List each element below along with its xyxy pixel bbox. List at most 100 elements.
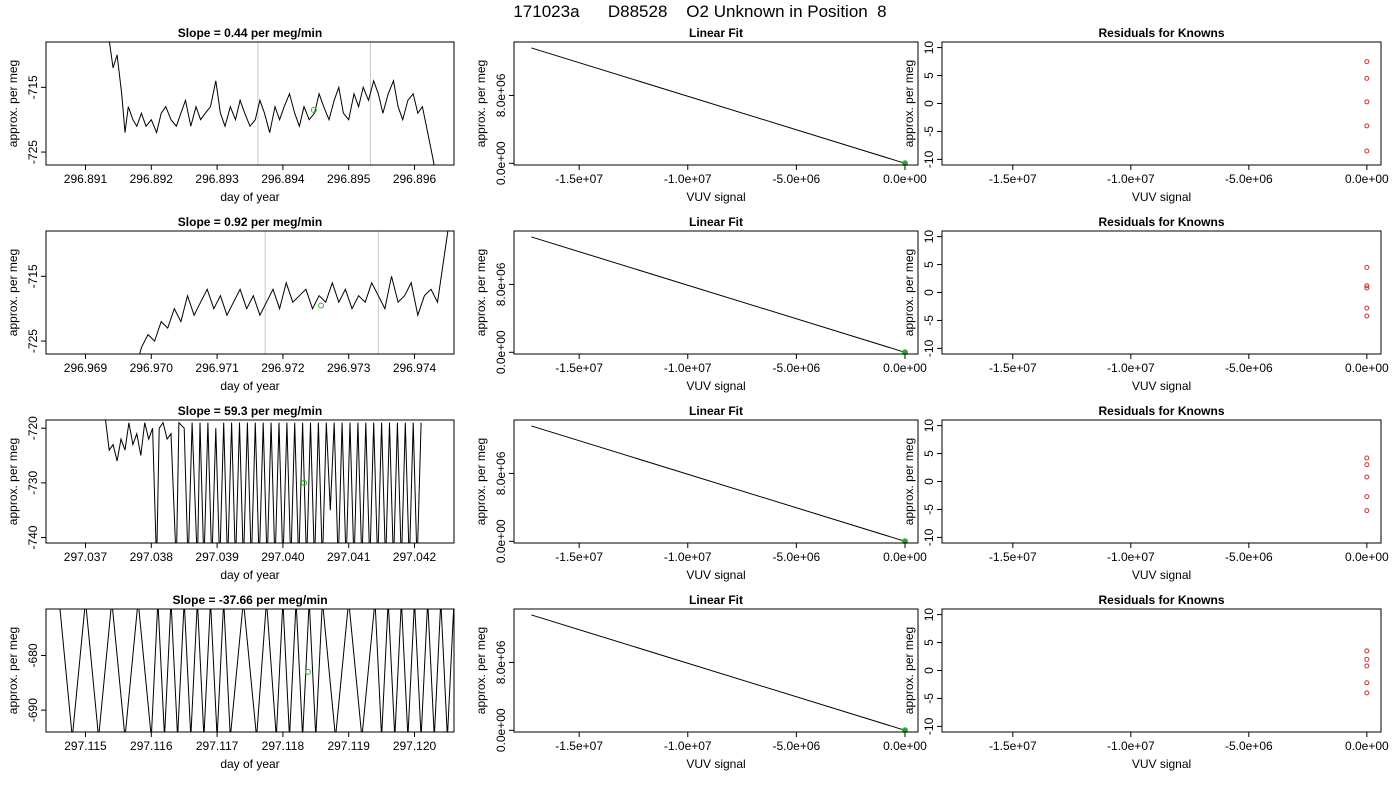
x-tick-label: -1.5e+07 — [989, 550, 1037, 564]
y-tick-label: -5 — [922, 126, 936, 137]
y-tick-label: 10 — [922, 608, 936, 622]
y-axis-label: approx. per meg — [902, 438, 916, 525]
x-tick-label: 297.040 — [261, 550, 305, 564]
plot-frame — [45, 230, 455, 355]
plot-panel-7: Slope = 59.3 per meg/min 297.037 297.038 29… — [6, 404, 455, 582]
y-tick-label: -740 — [26, 525, 40, 549]
data-series-line — [59, 609, 454, 732]
y-tick-label: 10 — [922, 419, 936, 433]
x-tick-label: -1.5e+07 — [555, 172, 603, 186]
y-tick-label: -730 — [26, 471, 40, 495]
y-tick-label: -10 — [922, 528, 936, 546]
y-tick-label: 0 — [922, 289, 936, 296]
plot-title: Linear Fit — [689, 404, 743, 418]
x-tick-label: 296.969 — [64, 361, 108, 375]
data-series-line — [108, 42, 435, 165]
residual-point — [1364, 494, 1370, 500]
plot-frame — [513, 41, 919, 166]
unknown-point-marker — [318, 302, 325, 309]
plot-frame — [941, 230, 1382, 355]
y-tick-label: -5 — [922, 693, 936, 704]
y-axis-label: approx. per meg — [474, 249, 488, 336]
residual-point — [1364, 648, 1370, 654]
x-tick-label: -5.0e+06 — [1225, 172, 1273, 186]
x-tick-label: 296.892 — [130, 172, 174, 186]
y-tick-label: -715 — [26, 75, 40, 99]
x-tick-label: 297.117 — [196, 739, 239, 753]
y-tick-label: 8.0e+06 — [494, 640, 508, 684]
residual-point — [1364, 59, 1370, 65]
plot-frame — [513, 608, 919, 733]
residual-point — [1364, 283, 1370, 289]
x-tick-label: -5.0e+06 — [773, 739, 821, 753]
plot-panel-8: Linear Fit -1.5e+07 -1.0e+07 -5.0e+06 0.0e+0… — [474, 404, 927, 582]
y-tick-label: 0.0e+00 — [494, 708, 508, 752]
residual-point — [1364, 462, 1370, 468]
x-tick-label: 0.0e+00 — [883, 361, 927, 375]
fit-line — [531, 425, 906, 542]
fit-line — [531, 236, 906, 353]
y-axis-label: approx. per meg — [6, 249, 20, 336]
x-tick-label: 297.038 — [130, 550, 174, 564]
x-axis-label: day of year — [220, 190, 279, 204]
x-tick-label: 296.971 — [195, 361, 239, 375]
residual-point — [1364, 75, 1370, 81]
plot-title: Linear Fit — [689, 26, 743, 40]
plot-title: Linear Fit — [689, 593, 743, 607]
x-tick-label: -5.0e+06 — [1225, 550, 1273, 564]
y-tick-label: 10 — [922, 41, 936, 55]
residual-point — [1364, 123, 1370, 129]
x-tick-label: 0.0e+00 — [1345, 361, 1389, 375]
x-tick-label: 297.120 — [393, 739, 437, 753]
x-axis-label: VUV signal — [1132, 190, 1191, 204]
y-axis-label: approx. per meg — [6, 627, 20, 714]
residual-point — [1364, 313, 1370, 319]
x-tick-label: -1.0e+07 — [1107, 172, 1155, 186]
x-tick-label: -5.0e+06 — [773, 550, 821, 564]
y-tick-label: 0 — [922, 667, 936, 674]
y-tick-label: -5 — [922, 504, 936, 515]
y-tick-label: -720 — [26, 416, 40, 440]
y-tick-label: -10 — [922, 717, 936, 735]
plot-title: Residuals for Knowns — [1098, 215, 1224, 229]
y-tick-label: -10 — [922, 339, 936, 357]
plot-frame — [513, 230, 919, 355]
y-axis-label: approx. per meg — [6, 438, 20, 525]
y-tick-label: -725 — [26, 140, 40, 164]
y-tick-label: -715 — [26, 264, 40, 288]
x-axis-label: VUV signal — [686, 568, 745, 582]
x-tick-label: -1.5e+07 — [989, 739, 1037, 753]
y-tick-label: 0.0e+00 — [494, 141, 508, 185]
y-axis-label: approx. per meg — [474, 438, 488, 525]
y-tick-label: 0 — [922, 100, 936, 107]
y-axis-label: approx. per meg — [6, 60, 20, 147]
plot-panel-12: Residuals for Knowns -1.5e+07 -1.0e+07 -5.0… — [902, 593, 1389, 771]
plot-title: Residuals for Knowns — [1098, 26, 1224, 40]
unknown-point-marker — [300, 479, 307, 486]
y-axis-label: approx. per meg — [902, 627, 916, 714]
x-tick-label: 297.037 — [64, 550, 108, 564]
plot-title: Slope = 0.92 per meg/min — [178, 215, 322, 229]
y-axis-label: approx. per meg — [474, 60, 488, 147]
y-tick-label: -5 — [922, 315, 936, 326]
residual-point — [1364, 690, 1370, 696]
x-tick-label: 296.970 — [130, 361, 174, 375]
y-tick-label: 8.0e+06 — [494, 73, 508, 117]
residual-point — [1364, 148, 1370, 154]
residual-point — [1364, 264, 1370, 270]
x-tick-label: -1.0e+07 — [664, 361, 712, 375]
residual-point — [1364, 508, 1370, 514]
plot-panel-2: Linear Fit -1.5e+07 -1.0e+07 -5.0e+06 0.0e+0… — [474, 26, 927, 204]
plot-frame — [513, 419, 919, 544]
y-tick-label: 0.0e+00 — [494, 519, 508, 563]
plot-title: Slope = 59.3 per meg/min — [178, 404, 322, 418]
x-tick-label: 0.0e+00 — [1345, 550, 1389, 564]
x-tick-label: -1.0e+07 — [1107, 739, 1155, 753]
fit-line — [531, 614, 906, 731]
x-axis-label: day of year — [220, 568, 279, 582]
x-tick-label: -1.0e+07 — [1107, 550, 1155, 564]
unknown-point-marker — [310, 106, 317, 113]
x-tick-label: 0.0e+00 — [1345, 739, 1389, 753]
x-axis-label: VUV signal — [1132, 568, 1191, 582]
x-tick-label: 0.0e+00 — [883, 739, 927, 753]
